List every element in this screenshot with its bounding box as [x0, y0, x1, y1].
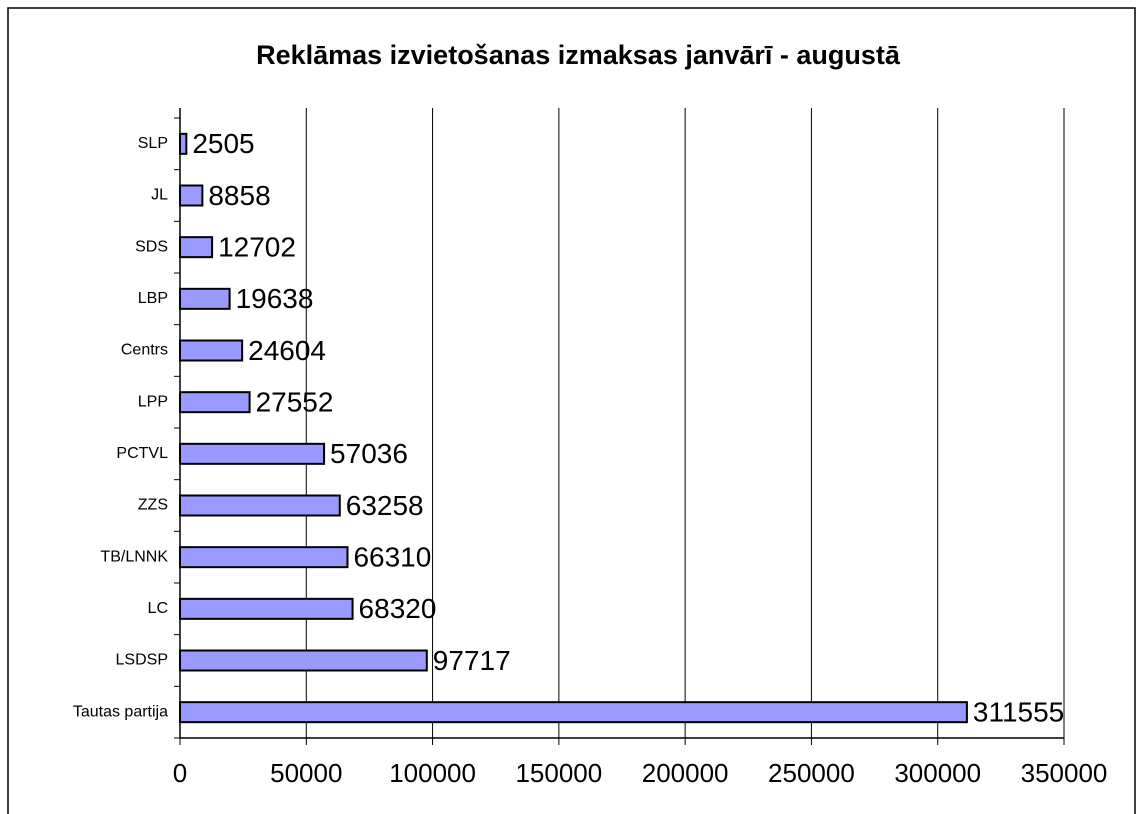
chart-frame	[7, 7, 1136, 814]
x-tick-label: 150000	[515, 758, 602, 788]
y-tick-label: JL	[151, 187, 168, 204]
y-tick-label: SDS	[135, 238, 168, 255]
x-tick-label: 250000	[768, 758, 855, 788]
data-label: 12702	[218, 232, 296, 263]
bar	[179, 391, 251, 414]
bar	[179, 236, 214, 259]
chart-title: Reklāmas izvietošanas izmaksas janvārī -…	[256, 40, 901, 70]
data-label: 66310	[353, 542, 431, 573]
y-tick-label: Centrs	[121, 342, 168, 359]
bar	[179, 442, 326, 465]
x-tick-label: 50000	[270, 758, 342, 788]
bar	[179, 184, 204, 207]
data-label: 8858	[208, 180, 270, 211]
bar	[179, 339, 244, 362]
y-tick-label: TB/LNNK	[100, 548, 168, 565]
x-tick-label: 100000	[389, 758, 476, 788]
data-label: 97717	[433, 645, 511, 676]
y-tick-label: LSDSP	[116, 652, 168, 669]
y-tick-label: PCTVL	[116, 445, 168, 462]
bar	[179, 132, 188, 155]
y-tick-label: ZZS	[138, 497, 168, 514]
data-label: 68320	[359, 593, 437, 624]
data-label: 311555	[973, 697, 1064, 728]
data-label: 2505	[192, 128, 254, 159]
data-label: 24604	[248, 335, 326, 366]
data-label: 63258	[346, 490, 424, 521]
data-label: 57036	[330, 438, 408, 469]
bar	[179, 287, 231, 310]
bar	[179, 494, 341, 517]
y-tick-label: LBP	[138, 290, 168, 307]
bar	[179, 597, 354, 620]
y-tick-label: Tautas partija	[73, 703, 168, 720]
x-tick-label: 350000	[1021, 758, 1108, 788]
bar	[179, 649, 428, 672]
x-tick-label: 0	[173, 758, 187, 788]
data-label: 19638	[236, 283, 314, 314]
x-tick-label: 200000	[642, 758, 729, 788]
y-tick-label: LPP	[138, 393, 168, 410]
bar	[179, 546, 349, 569]
y-tick-label: SLP	[138, 135, 168, 152]
data-label: 27552	[256, 387, 334, 418]
bar	[179, 701, 968, 724]
y-tick-label: LC	[148, 600, 168, 617]
x-tick-label: 300000	[894, 758, 981, 788]
